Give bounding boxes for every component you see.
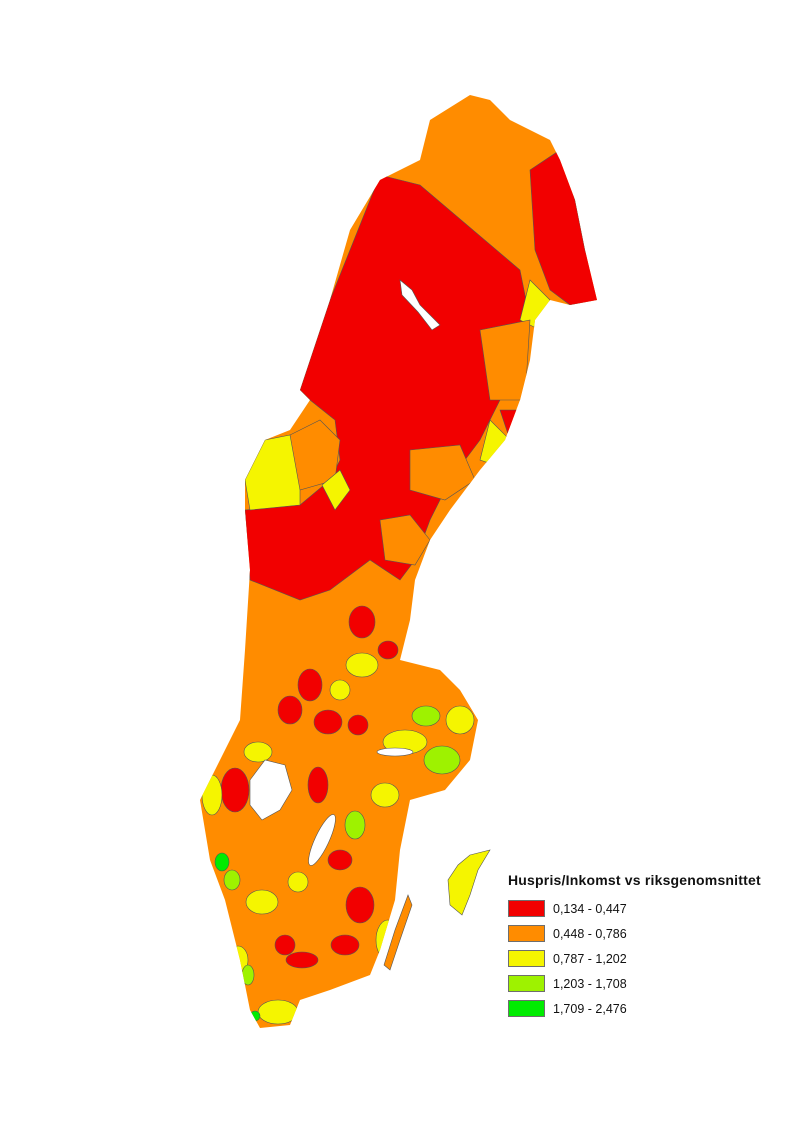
lake-vanern (249, 759, 293, 821)
municipality (274, 934, 296, 956)
municipality (277, 695, 303, 725)
legend-item: 0,787 - 1,202 (508, 946, 761, 971)
municipality (327, 849, 353, 871)
lake-torneträsk (399, 279, 441, 331)
legend-label: 1,709 - 2,476 (553, 1001, 627, 1016)
legend-swatch-red (508, 900, 545, 917)
municipality (347, 714, 369, 736)
legend-swatch-orange (508, 925, 545, 942)
legend-label: 0,134 - 0,447 (553, 901, 627, 916)
municipality (344, 810, 366, 840)
municipality (313, 709, 343, 735)
legend: Huspris/Inkomst vs riksgenomsnittet 0,13… (508, 872, 761, 1021)
legend-swatch-yellow (508, 950, 545, 967)
legend-item: 0,448 - 0,786 (508, 921, 761, 946)
lake-malaren (376, 747, 414, 757)
municipality (377, 640, 399, 660)
municipality (241, 964, 255, 986)
legend-item: 1,709 - 2,476 (508, 996, 761, 1021)
municipality (243, 741, 273, 763)
municipality (223, 869, 241, 891)
municipality (249, 1010, 261, 1022)
legend-swatch-lightgreen (508, 975, 545, 992)
legend-title: Huspris/Inkomst vs riksgenomsnittet (508, 872, 761, 888)
municipality (348, 605, 376, 639)
island-oland (383, 894, 413, 971)
municipality (297, 668, 323, 702)
municipality (245, 889, 279, 915)
municipality (214, 852, 230, 872)
municipality (370, 782, 400, 808)
legend-label: 0,448 - 0,786 (553, 926, 627, 941)
legend-label: 0,787 - 1,202 (553, 951, 627, 966)
region-yellow-small (321, 469, 351, 511)
municipality (220, 767, 250, 813)
municipality (307, 766, 329, 804)
municipality (329, 679, 351, 701)
region-yellow-west (244, 434, 301, 511)
municipality (345, 886, 375, 924)
municipality (285, 951, 319, 969)
lake-vattern (308, 814, 336, 866)
municipality (445, 705, 475, 735)
legend-label: 1,203 - 1,708 (553, 976, 627, 991)
region-orange-mid2 (379, 514, 431, 566)
island-gotland (447, 849, 491, 916)
legend-item: 1,203 - 1,708 (508, 971, 761, 996)
municipality (201, 774, 223, 816)
municipality (411, 705, 441, 727)
legend-item: 0,134 - 0,447 (508, 896, 761, 921)
municipality (330, 934, 360, 956)
region-orange-mid (409, 444, 476, 501)
municipality (287, 871, 309, 893)
municipality (345, 652, 379, 678)
municipality (423, 745, 461, 775)
municipality (257, 999, 299, 1025)
legend-swatch-green (508, 1000, 545, 1017)
lakes (249, 279, 441, 866)
